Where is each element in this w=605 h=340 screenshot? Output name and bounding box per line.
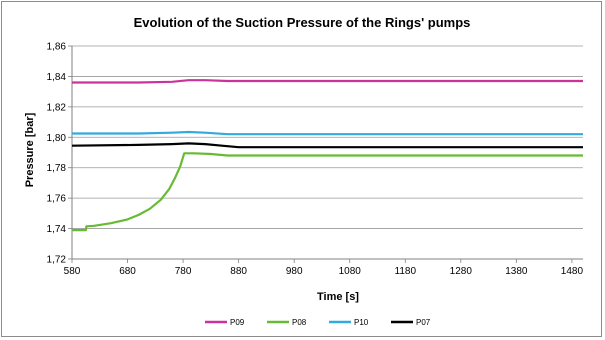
chart-title: Evolution of the Suction Pressure of the… [134,15,471,30]
series-line-p07 [71,142,583,149]
y-tick-labels: 1,72 1,74 1,76 1,78 1,80 1,82 1,84 1,86 [47,42,67,266]
x-tick-labels: 580 680 780 880 980 1080 1180 1280 1380 1480 [64,266,584,277]
y-axis-label: Pressure [bar] [24,112,36,187]
series-line-p10 [72,130,583,136]
x-tick-label: 1380 [505,266,528,277]
legend: P09 P08 P10 P07 [205,318,431,327]
y-tick-label: 1,84 [47,72,67,83]
axes [71,46,583,260]
y-tick-label: 1,76 [47,194,67,205]
y-tick-label: 1,82 [47,102,67,113]
y-tick-label: 1,80 [47,133,67,144]
legend-label: P07 [416,318,431,327]
y-tick-label: 1,86 [47,42,67,53]
x-tick-label: 1080 [339,266,362,277]
legend-item: P08 [267,318,307,327]
x-axis-label: Time [s] [317,291,359,303]
y-tick-label: 1,72 [47,255,67,266]
x-tick-label: 1180 [395,266,417,277]
legend-item: P09 [205,318,245,327]
legend-label: P08 [292,318,307,327]
series-line-p08 [72,152,583,232]
series-lines [71,79,583,232]
x-tick-label: 980 [286,266,303,277]
y-tick-label: 1,74 [47,224,67,235]
x-tick-label: 680 [119,266,136,277]
legend-item: P10 [329,318,369,327]
y-tick-label: 1,78 [47,163,67,174]
x-tick-label: 780 [175,266,192,277]
x-tick-label: 1480 [561,266,584,277]
x-tick-label: 580 [64,266,81,277]
legend-label: P10 [354,318,369,327]
legend-label: P09 [230,318,245,327]
legend-item: P07 [391,318,431,327]
x-tick-label: 1280 [450,266,473,277]
x-tick-label: 880 [230,266,247,277]
series-line-p09 [72,79,583,84]
